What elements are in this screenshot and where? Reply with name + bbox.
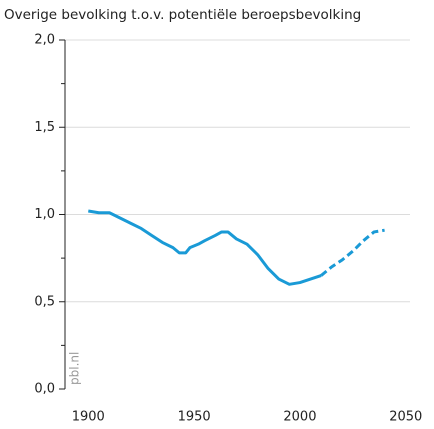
y-tick-label: 0,0 [34, 382, 55, 397]
x-tick-label: 2050 [389, 410, 422, 425]
x-tick-label: 1900 [72, 410, 105, 425]
line-series [320, 228, 385, 277]
x-tick-label: 1950 [178, 410, 211, 425]
y-tick-label: 0,5 [34, 294, 55, 309]
chart-title: Overige bevolking t.o.v. potentiële bero… [4, 7, 361, 23]
line-series [88, 209, 322, 286]
watermark: pbl.nl [68, 352, 82, 385]
y-tick-label: 1,5 [34, 120, 55, 135]
x-tick-label: 2000 [283, 410, 316, 425]
y-tick-label: 2,0 [34, 33, 55, 48]
y-tick-label: 1,0 [34, 207, 55, 222]
